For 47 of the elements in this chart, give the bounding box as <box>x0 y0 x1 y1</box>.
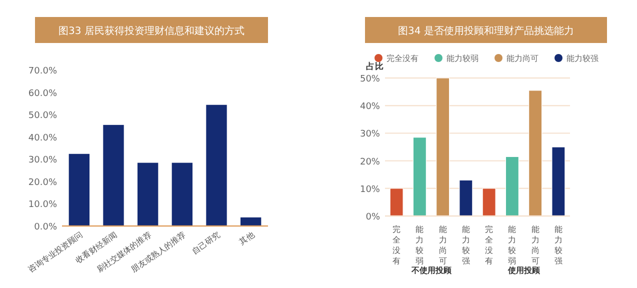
y-axis-title: 占比 <box>366 61 384 72</box>
bar <box>482 188 496 216</box>
y-tick-label: 70.0% <box>28 66 58 76</box>
x-tick-label: 其他 <box>238 230 256 247</box>
legend-label: 能力尚可 <box>506 54 538 63</box>
x-tick-label: 能力较强 <box>462 225 470 266</box>
legend-label: 完全没有 <box>386 54 418 63</box>
bar <box>206 104 228 226</box>
x-tick-label: 能力尚可 <box>438 225 447 266</box>
y-tick-label: 50.0% <box>28 111 58 122</box>
text: 不使用投顾 <box>410 266 452 275</box>
x-tick-label: 能力较弱 <box>508 225 516 266</box>
legend-label: 能力较强 <box>566 54 598 63</box>
y-tick-label: 0% <box>366 212 380 222</box>
bar <box>102 124 124 226</box>
bar <box>412 137 426 216</box>
y-tick-label: 0.0% <box>34 222 58 232</box>
bar <box>390 188 404 216</box>
x-tick-label: 完全没有 <box>392 225 401 266</box>
y-tick-label: 40% <box>360 102 380 112</box>
chart-title: 图34 是否使用投顾和理财产品挑选能力 <box>398 25 574 37</box>
legend-label: 能力较弱 <box>446 54 478 63</box>
bar <box>552 146 566 216</box>
bar <box>136 162 159 226</box>
bar <box>171 162 194 226</box>
x-tick-label: 完全没有 <box>485 225 494 266</box>
chart-title: 图33 居民获得投资理财信息和建议的方式 <box>58 25 244 37</box>
y-tick-label: 20.0% <box>28 178 58 188</box>
y-tick-label: 10% <box>360 184 380 195</box>
x-tick-label: 能力尚可 <box>531 225 540 266</box>
y-tick-label: 30.0% <box>28 156 58 166</box>
y-tick-label: 30% <box>360 130 380 140</box>
bar <box>505 156 519 216</box>
x-tick-label: 能力较弱 <box>416 225 424 266</box>
bar <box>528 90 542 216</box>
text: 使用投顾 <box>506 266 541 275</box>
x-tick-label: 自己研究 <box>190 230 222 256</box>
bar <box>436 78 450 216</box>
y-tick-label: 60.0% <box>28 88 58 99</box>
y-tick-label: 40.0% <box>28 133 58 144</box>
x-tick-label: 能力较强 <box>554 225 562 266</box>
y-tick-label: 10.0% <box>28 200 58 210</box>
y-tick-label: 20% <box>360 157 380 168</box>
bar <box>459 180 473 216</box>
bar <box>68 153 90 226</box>
y-tick-label: 50% <box>360 74 380 84</box>
bar <box>240 216 262 226</box>
